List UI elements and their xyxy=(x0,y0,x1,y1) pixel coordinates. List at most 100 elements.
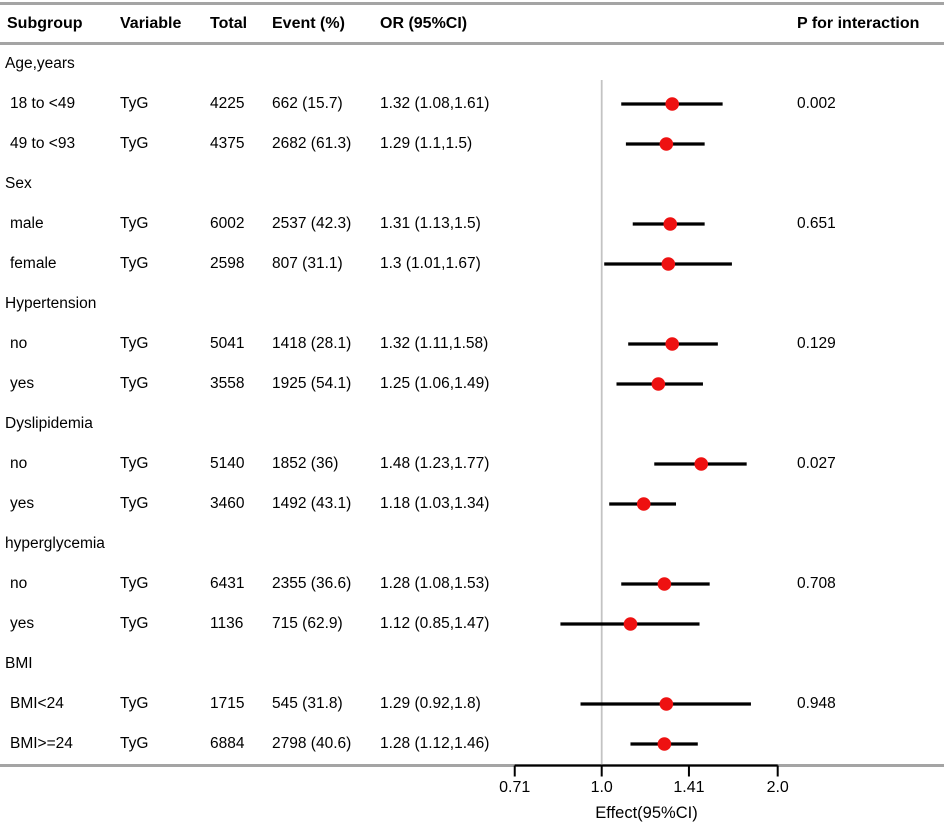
group-row: Hypertension xyxy=(0,284,944,324)
x-axis-title: Effect(95%CI) xyxy=(595,804,698,822)
col-header-or-ci: OR (95%CI) xyxy=(380,15,468,32)
col-header-p-interaction: P for interaction xyxy=(797,15,920,32)
bottom-rule xyxy=(0,764,944,767)
total-cell: 6431 xyxy=(210,575,245,592)
data-row: BMI>=24 TyG 6884 2798 (40.6) 1.28 (1.12,1.46… xyxy=(0,724,944,764)
p-interaction-cell: 0.708 xyxy=(797,575,836,592)
group-label: BMI xyxy=(5,655,33,672)
total-cell: 6002 xyxy=(210,215,245,232)
event-cell: 2798 (40.6) xyxy=(272,735,352,752)
total-cell: 3558 xyxy=(210,375,245,392)
subgroup-cell: yes xyxy=(10,495,35,512)
data-row: no TyG 5140 1852 (36) 1.48 (1.23,1.77) 0.027 xyxy=(0,444,944,484)
event-cell: 1418 (28.1) xyxy=(272,335,352,352)
group-row: hyperglycemia xyxy=(0,524,944,564)
or-ci-cell: 1.48 (1.23,1.77) xyxy=(380,455,490,472)
variable-cell: TyG xyxy=(120,735,149,752)
subgroup-cell: BMI>=24 xyxy=(10,735,73,752)
x-tick-label: 2.0 xyxy=(766,779,789,796)
p-interaction-cell: 0.129 xyxy=(797,335,836,352)
or-ci-cell: 1.3 (1.01,1.67) xyxy=(380,255,481,272)
x-tick-label: 1.41 xyxy=(673,779,705,796)
col-header-variable: Variable xyxy=(120,15,182,32)
variable-cell: TyG xyxy=(120,695,149,712)
or-ci-cell: 1.25 (1.06,1.49) xyxy=(380,375,490,392)
data-row: female TyG 2598 807 (31.1) 1.3 (1.01,1.67) xyxy=(0,244,944,284)
col-header-total: Total xyxy=(210,15,248,32)
total-cell: 1136 xyxy=(210,615,244,632)
variable-cell: TyG xyxy=(120,495,149,512)
event-cell: 2537 (42.3) xyxy=(272,215,352,232)
data-row: yes TyG 3558 1925 (54.1) 1.25 (1.06,1.49) xyxy=(0,364,944,404)
group-row: BMI xyxy=(0,644,944,684)
subgroup-cell: yes xyxy=(10,615,35,632)
subgroup-cell: 18 to <49 xyxy=(10,95,76,112)
group-label: Sex xyxy=(5,175,32,192)
variable-cell: TyG xyxy=(120,575,149,592)
group-label: Age,years xyxy=(5,55,75,72)
group-row: Sex xyxy=(0,164,944,204)
or-ci-cell: 1.31 (1.13,1.5) xyxy=(380,215,481,232)
or-ci-cell: 1.28 (1.12,1.46) xyxy=(380,735,490,752)
group-row: Age,years xyxy=(0,44,944,84)
event-cell: 545 (31.8) xyxy=(272,695,343,712)
p-interaction-cell: 0.027 xyxy=(797,455,836,472)
data-row: BMI<24 TyG 1715 545 (31.8) 1.29 (0.92,1.8) 0.… xyxy=(0,684,944,724)
group-label: hyperglycemia xyxy=(5,535,105,552)
subgroup-cell: yes xyxy=(10,375,35,392)
group-label: Dyslipidemia xyxy=(5,415,93,432)
x-tick-label: 0.71 xyxy=(499,779,531,796)
or-ci-cell: 1.32 (1.11,1.58) xyxy=(380,335,489,352)
subgroup-cell: BMI<24 xyxy=(10,695,64,712)
event-cell: 2355 (36.6) xyxy=(272,575,352,592)
data-row: 18 to <49 TyG 4225 662 (15.7) 1.32 (1.08,1.6… xyxy=(0,84,944,124)
variable-cell: TyG xyxy=(120,215,149,232)
total-cell: 1715 xyxy=(210,695,245,712)
subgroup-cell: no xyxy=(10,575,28,592)
subgroup-cell: no xyxy=(10,455,28,472)
event-cell: 1492 (43.1) xyxy=(272,495,352,512)
subgroup-cell: female xyxy=(10,255,57,272)
p-interaction-cell: 0.002 xyxy=(797,95,836,112)
or-ci-cell: 1.18 (1.03,1.34) xyxy=(380,495,490,512)
col-header-subgroup: Subgroup xyxy=(7,15,83,32)
variable-cell: TyG xyxy=(120,135,149,152)
subgroup-cell: no xyxy=(10,335,28,352)
total-cell: 6884 xyxy=(210,735,245,752)
variable-cell: TyG xyxy=(120,255,149,272)
total-cell: 4375 xyxy=(210,135,245,152)
total-cell: 5041 xyxy=(210,335,245,352)
top-rule xyxy=(0,2,944,5)
total-cell: 2598 xyxy=(210,255,245,272)
event-cell: 1925 (54.1) xyxy=(272,375,352,392)
data-row: male TyG 6002 2537 (42.3) 1.31 (1.13,1.5) 0.6… xyxy=(0,204,944,244)
event-cell: 1852 (36) xyxy=(272,455,339,472)
or-ci-cell: 1.12 (0.85,1.47) xyxy=(380,615,490,632)
event-cell: 662 (15.7) xyxy=(272,95,343,112)
event-cell: 2682 (61.3) xyxy=(272,135,352,152)
subgroup-cell: male xyxy=(10,215,44,232)
data-row: yes TyG 3460 1492 (43.1) 1.18 (1.03,1.34) xyxy=(0,484,944,524)
variable-cell: TyG xyxy=(120,95,149,112)
variable-cell: TyG xyxy=(120,455,149,472)
data-row: yes TyG 1136 715 (62.9) 1.12 (0.85,1.47) xyxy=(0,604,944,644)
variable-cell: TyG xyxy=(120,375,149,392)
data-row: no TyG 6431 2355 (36.6) 1.28 (1.08,1.53) 0.70… xyxy=(0,564,944,604)
total-cell: 3460 xyxy=(210,495,245,512)
variable-cell: TyG xyxy=(120,335,149,352)
subgroup-cell: 49 to <93 xyxy=(10,135,76,152)
or-ci-cell: 1.29 (0.92,1.8) xyxy=(380,695,481,712)
p-interaction-cell: 0.651 xyxy=(797,215,836,232)
x-tick-label: 1.0 xyxy=(590,779,613,796)
total-cell: 4225 xyxy=(210,95,245,112)
col-header-event-pct: Event (%) xyxy=(272,15,345,32)
header-rule xyxy=(0,42,944,45)
event-cell: 715 (62.9) xyxy=(272,615,343,632)
or-ci-cell: 1.28 (1.08,1.53) xyxy=(380,575,490,592)
group-row: Dyslipidemia xyxy=(0,404,944,444)
event-cell: 807 (31.1) xyxy=(272,255,343,272)
data-row: 49 to <93 TyG 4375 2682 (61.3) 1.29 (1.1,1.5… xyxy=(0,124,944,164)
group-label: Hypertension xyxy=(5,295,97,312)
data-row: no TyG 5041 1418 (28.1) 1.32 (1.11,1.58) 0.12… xyxy=(0,324,944,364)
total-cell: 5140 xyxy=(210,455,245,472)
